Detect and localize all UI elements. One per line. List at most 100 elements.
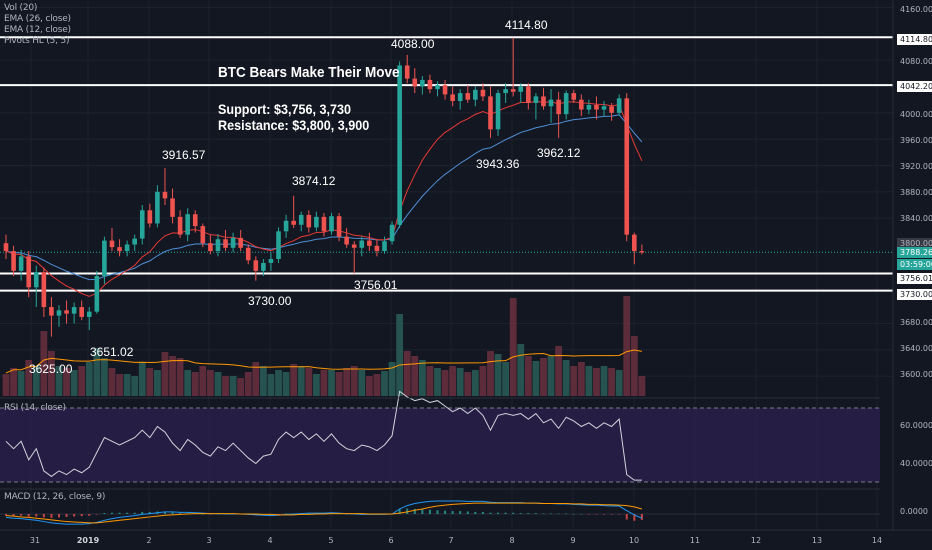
candle-body [230,237,236,248]
candle-body [412,78,418,87]
macd-hist-bar [610,514,613,515]
candle-body [177,216,183,235]
macd-hist-bar [413,508,416,514]
volume-bar [608,368,615,396]
volume-bar [471,370,479,396]
candle-body [488,96,493,130]
candle-body [435,85,440,90]
macd-hist-bar [12,514,15,517]
macd-hist-bar [133,512,136,514]
volume-bar [93,348,101,396]
volume-bar [85,362,93,396]
macd-hist-bar [50,514,53,518]
volume-bar [199,366,207,396]
time-tick: 2 [146,536,152,545]
candle-body [510,89,516,92]
countdown-badge: 03:59:00 [897,259,932,270]
candle-body [102,240,107,277]
volume-bar [176,358,184,396]
vol-legend[interactable]: Vol (20) [4,3,38,13]
candle-body [253,260,259,271]
macd-hist-bar [95,514,98,515]
rsi-panel [0,390,880,483]
volume-bar [214,372,222,396]
candle-body [503,89,508,94]
candle-body [109,240,115,248]
volume-bar [40,331,48,396]
candle-body [117,247,122,252]
macd-hist-bar [163,511,166,514]
candle-body [268,258,274,263]
volume-bar [358,370,366,396]
macd-hist-bar [481,511,484,514]
macd-hist-bar [209,514,212,515]
volume-bar [388,362,396,396]
candle-body [382,241,387,252]
macd-hist-bar [640,514,643,520]
volume-bar [630,336,638,396]
macd-hist-bar [421,509,424,514]
volume-bar [540,358,547,396]
macd-hist-bar [534,513,537,514]
candle-body [579,99,584,110]
macd-hist-bar [88,514,91,516]
candle-body [321,216,327,232]
volume-bar [593,368,600,396]
support-resistance-lines [0,36,893,292]
ema26-legend[interactable]: EMA (26, close) [4,14,71,24]
macd-hist-bar [603,514,606,515]
macd-hist-bar [277,514,280,515]
ema12-legend[interactable]: EMA (12, close) [4,25,71,35]
badge-3730: 3730.00 [897,289,932,300]
macd-hist-bar [550,513,553,515]
candle-body [480,89,486,97]
candle-body [420,79,425,87]
macd-hist-bar [216,514,219,515]
candle-body [94,276,100,312]
pivots-legend[interactable]: Pivots HL (5, 5) [4,36,70,46]
candle-body [162,191,168,199]
macd-hist-bar [20,514,23,516]
candle-body [404,65,410,79]
candle-body [56,310,62,316]
time-tick: 2019 [76,536,100,545]
macd-hist-bar [73,514,76,517]
macd-hist-bar [126,512,129,514]
volume-bar [638,376,646,396]
macd-legend[interactable]: MACD (12, 26, close, 9) [4,492,106,502]
volume-bar [350,366,358,396]
candle-body [276,231,281,259]
candle-body [79,307,84,317]
volume-bar [328,370,335,396]
time-tick: 5 [328,536,334,545]
macd-hist-bar [148,511,151,514]
volume-bar [222,376,229,396]
volume-bar [600,366,608,396]
volume-bar [479,366,487,396]
time-tick: 9 [570,536,576,545]
volume-bar [403,351,411,396]
volume-bar [426,366,434,396]
macd-hist-bar [57,514,60,518]
volume-bar [509,298,517,396]
rsi-line [5,390,642,481]
volume-bars [2,296,646,396]
pivot-label-4114: 4114.80 [505,18,548,32]
macd-hist-bar [519,513,522,514]
candle-body [601,106,607,110]
volume-bar [237,378,245,396]
rsi-legend[interactable]: RSI (14, close) [4,403,66,413]
volume-bar [320,370,328,396]
candle-body [450,94,455,101]
candle-body [473,89,478,100]
candle-body [389,224,395,242]
candle-body [200,226,206,244]
candle-body [71,307,77,314]
macd-hist-bar [633,514,636,521]
badge-4114: 4114.80 [897,34,932,45]
macd-hist-bar [474,511,477,514]
macd-hist-bar [171,512,174,514]
candle-body [616,98,622,113]
candle-body [124,244,130,252]
